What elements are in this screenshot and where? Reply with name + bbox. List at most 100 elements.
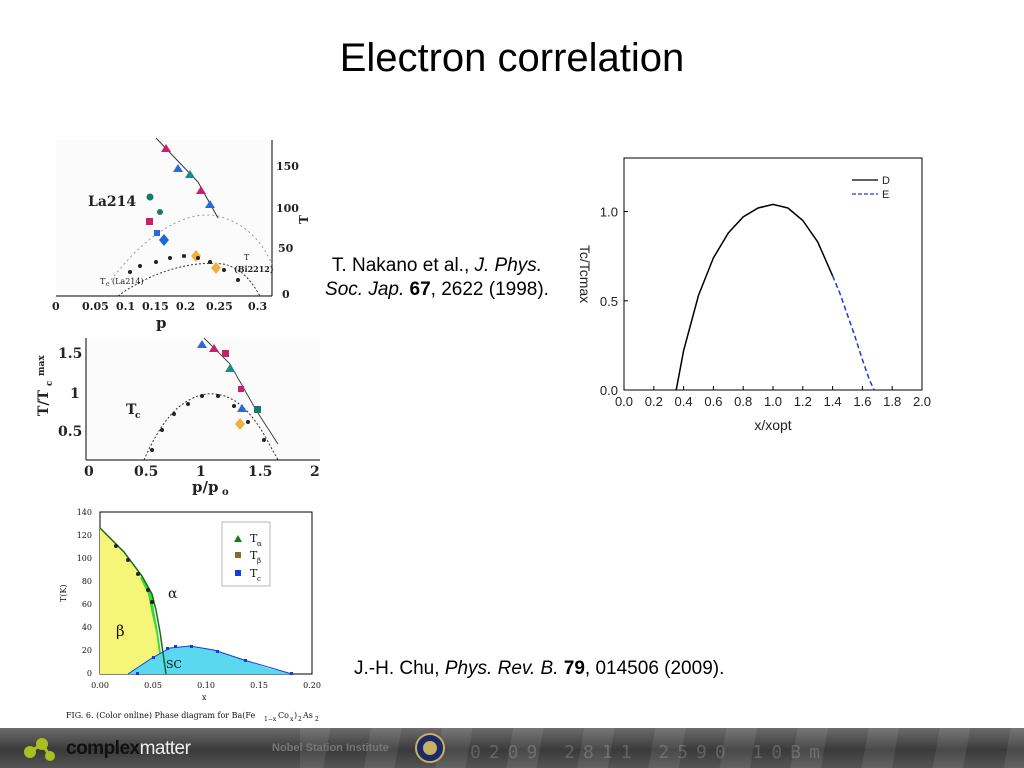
figure-scaled: T c 0.5 1 1.5 0 0.5 1 1.5 2 p/p o T/T c …: [34, 334, 326, 496]
dome-chart: 0.0 0.2 0.4 0.6 0.8 1.0 1.2 1.4 1.6 1.8 2.0 0.0 0.5 1…: [577, 157, 931, 433]
la214-xtick: 0.15: [142, 300, 169, 313]
footer-banner: complexmatter Nobel Station Institute 02…: [0, 728, 1024, 768]
citation-chu-journal: Phys. Rev. B.: [444, 658, 559, 679]
figure-phase: α β SC T α T β T c 0 20 40 60 80 100 120…: [54, 498, 330, 724]
phase-xlabel: x: [202, 693, 207, 702]
scaled-tc-sub: c: [135, 411, 141, 421]
citation-chu-volume: 79: [563, 658, 585, 679]
x-tick-label: 1.2: [794, 394, 812, 409]
series-D-line: [675, 203, 834, 391]
scaled-xtick: 0.5: [134, 464, 158, 480]
phase-caption-sub1: 1−x: [264, 716, 277, 723]
la214-xtick: 0.25: [206, 300, 233, 313]
phase-ytick: 140: [77, 508, 92, 517]
x-tick-label: 0.2: [645, 394, 663, 409]
x-tick-label: 1.0: [764, 394, 782, 409]
phase-ytick: 60: [82, 600, 92, 609]
legend-label: T: [250, 532, 258, 545]
phase-ytick: 20: [82, 646, 92, 655]
slide-title: Electron correlation: [339, 36, 685, 80]
phase-xtick: 0.05: [144, 681, 162, 690]
la214-xtick: 0.3: [248, 300, 267, 313]
phase-beta-label: β: [116, 622, 125, 640]
phase-ytick: 120: [77, 531, 92, 540]
phase-ylabel: T(K): [59, 584, 68, 602]
scaled-ytick: 1: [70, 386, 80, 402]
la214-ylabel: T: [297, 215, 311, 224]
institute-seal-icon: [415, 733, 445, 763]
la214-ytick: 0: [282, 288, 290, 301]
la214-markers: [128, 144, 240, 282]
scaled-xtick: 0: [84, 464, 94, 480]
x-tick-label: 0.0: [615, 394, 633, 409]
phase-caption-as: As: [302, 711, 313, 720]
la214-ytick: 100: [276, 202, 299, 215]
citation-nakano-journal: J. Phys. Soc. Jap.: [325, 255, 543, 300]
phase-ytick: 80: [82, 577, 92, 586]
legend-marker: [235, 552, 241, 558]
la214-bi-label: (Bi2212): [234, 264, 274, 274]
scaled-ylabel-sup: max: [37, 355, 47, 376]
scaled-xtick: 1: [196, 464, 206, 480]
legend-sub: c: [257, 575, 261, 583]
scaled-ylabel: T/T: [36, 389, 52, 416]
la214-tc-paren: (La214): [112, 277, 144, 286]
legend-marker: [235, 570, 241, 576]
x-tick-label: 0.4: [675, 394, 693, 409]
phase-sc-label: SC: [166, 658, 182, 671]
x-tick-label: 1.8: [883, 394, 901, 409]
footer-brand-bold: complex: [66, 738, 140, 759]
x-tick-label: 0.8: [734, 394, 752, 409]
citation-chu: J.-H. Chu, Phys. Rev. B. 79, 014506 (200…: [354, 658, 725, 679]
la214-ytick: 50: [278, 242, 294, 255]
phase-ytick: 40: [82, 623, 92, 632]
citation-nakano-pages: 2622 (1998).: [441, 278, 549, 300]
phase-caption-sub2b: 2: [315, 716, 319, 723]
dome-ylabel: Tc/Tcmax: [577, 245, 593, 303]
complexmatter-logo-icon: [24, 738, 55, 761]
phase-xtick: 0.20: [303, 681, 321, 690]
phase-caption-sub2a: 2: [298, 716, 302, 723]
figure-la214: La214 T (Bi2212) T c (La214) 0 50 100 15…: [38, 134, 328, 334]
scaled-xlabel: p/p: [192, 478, 218, 496]
figure-scaled-plot: T c 0.5 1 1.5 0 0.5 1 1.5 2 p/p o T/T c …: [36, 337, 320, 496]
scaled-markers: [150, 340, 266, 452]
scaled-ytick: 0.5: [58, 424, 82, 440]
legend-marker: [234, 535, 242, 542]
x-tick-label: 2.0: [913, 394, 931, 409]
series-E-line: [831, 275, 875, 391]
la214-xtick: 0.05: [82, 300, 109, 313]
la214-t-label: T: [244, 253, 250, 262]
phase-xtick: 0.15: [250, 681, 268, 690]
x-tick-label: 1.4: [824, 394, 842, 409]
legend-label: T: [250, 549, 258, 562]
dome-plot-frame: [623, 157, 923, 391]
phase-caption-subx: x: [290, 716, 294, 723]
footer-brand-light: matter: [139, 738, 191, 759]
la214-tc-label: T: [100, 277, 106, 286]
legend-label: T: [250, 567, 258, 580]
phase-caption: FIG. 6. (Color online) Phase diagram for…: [66, 711, 256, 720]
legend-label: D: [882, 175, 890, 187]
scaled-ytick: 1.5: [58, 346, 82, 362]
footer-digits: 0209 2811 2590 10Bm: [470, 742, 828, 763]
la214-xtick: 0.1: [116, 300, 135, 313]
phase-ytick: 0: [87, 669, 92, 678]
phase-caption-co: Co: [278, 711, 289, 720]
la214-label: La214: [88, 194, 136, 210]
la214-xlabel: p: [156, 314, 167, 332]
citation-chu-authors: J.-H. Chu,: [354, 658, 440, 679]
scaled-ylabel-sub: c: [45, 380, 55, 386]
legend-label: E: [882, 189, 889, 201]
footer-institute: Nobel Station Institute: [272, 742, 389, 754]
figure-dome: 0.0 0.2 0.4 0.6 0.8 1.0 1.2 1.4 1.6 1.8 2.0 0.0 0.5 1…: [564, 150, 944, 450]
y-tick-label: 0.5: [600, 294, 618, 309]
phase-legend: [221, 521, 271, 587]
scaled-xtick: 1.5: [248, 464, 272, 480]
citation-nakano-volume: 67: [409, 278, 431, 300]
figure-la214-plot: La214 T (Bi2212) T c (La214) 0 50 100 15…: [52, 137, 311, 332]
phase-ytick: 100: [77, 554, 92, 563]
phase-markers: [114, 544, 293, 675]
phase-xtick: 0.10: [197, 681, 215, 690]
citation-nakano: T. Nakano et al., J. Phys. Soc. Jap. 67,…: [325, 255, 549, 300]
